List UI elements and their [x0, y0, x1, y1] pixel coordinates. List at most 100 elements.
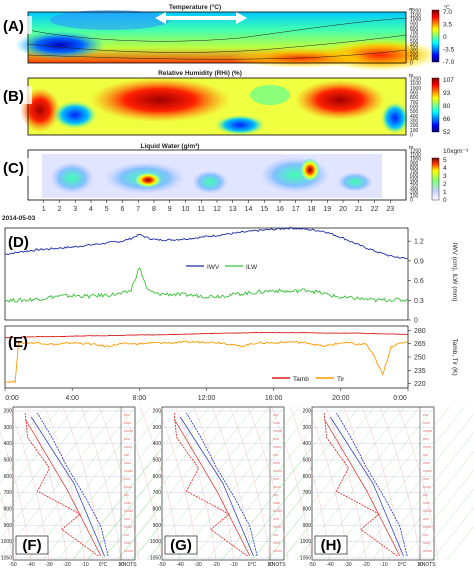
- colorbar-tick-label: 80: [443, 103, 451, 110]
- panel-a-contour: [27, 49, 407, 60]
- panel-b-colorbar: [431, 77, 440, 133]
- y-tick-label: 1100: [410, 81, 421, 87]
- panel-c: Liquid Water (g/m³) 12001100100090080070…: [2, 143, 469, 222]
- skewt-panel-h: 200 300 400 500 600 700 800 900 1000 1050-50 -40 -3…: [221, 406, 474, 568]
- y-tick-label: 700: [410, 30, 419, 36]
- legend-label-tir: Tir: [337, 376, 345, 383]
- isotherm: [176, 406, 300, 561]
- pressure-tick-label: 200: [4, 409, 13, 415]
- x-tick-label: 0:00: [5, 395, 19, 402]
- y-tick-label: 900: [410, 22, 419, 28]
- panel-b-dry-region-3: [381, 102, 409, 134]
- isotherm: [71, 406, 195, 561]
- temperature-tick-label: 0°C: [248, 562, 257, 568]
- dewpoint-profile-2: [323, 418, 401, 557]
- panel-c-cloud-3: [192, 170, 228, 194]
- dry-adiabat: [379, 406, 421, 561]
- dry-adiabat: [98, 406, 140, 561]
- x-tick-label: 23: [386, 206, 394, 213]
- temperature-tick-label: -20: [362, 562, 369, 568]
- skewt-label-box: [164, 535, 198, 555]
- panel-a-label: (A): [3, 18, 24, 35]
- y-tick-label: 900: [410, 91, 419, 97]
- x-tick-label: 4: [89, 206, 93, 213]
- panel-c-liquid-core-2: [300, 158, 320, 182]
- isotherm: [42, 406, 166, 561]
- series-line-ilw: [4, 266, 409, 303]
- panel-e-ylabel: Tamb, Tir (K): [451, 338, 458, 375]
- y-tick-label: 100: [410, 193, 419, 199]
- panel-b-dry-region-2: [215, 115, 265, 135]
- y-tick-label: 1200: [410, 149, 421, 155]
- pressure-tick-label: 1050: [300, 556, 311, 562]
- isotherm: [191, 406, 315, 561]
- y-tick-label: 280: [414, 328, 426, 335]
- pressure-tick-label: 1050: [150, 556, 161, 562]
- pressure-tick-label: 1000: [1, 539, 12, 545]
- panel-a: Temperature (°C) 12001100100090080070060…: [2, 3, 455, 71]
- legend-label-ilw: ILW: [246, 264, 258, 271]
- pressure-tick-label: 1050: [1, 556, 12, 562]
- x-tick-label: 16:00: [265, 395, 283, 402]
- dry-adiabat: [80, 406, 122, 561]
- legend-label-iwv: IWV: [207, 264, 220, 271]
- x-tick-label: 9: [168, 206, 172, 213]
- y-tick-label: 220: [414, 381, 426, 388]
- y-tick-label: 600: [410, 173, 419, 179]
- temperature-tick-label: -30: [194, 562, 201, 568]
- colorbar-tick-label: 4: [443, 165, 447, 172]
- panel-a-y-unit: m: [409, 7, 413, 13]
- x-tick-label: 17: [292, 206, 300, 213]
- panel-e-yticks: 280 265 250 235 220: [408, 328, 426, 388]
- pressure-tick-label: 200: [153, 409, 162, 415]
- isotherm: [86, 406, 210, 561]
- y-tick-label: 300: [410, 185, 419, 191]
- panel-b-saturated-region-2: [295, 80, 385, 120]
- y-tick-label: 100: [410, 128, 419, 134]
- y-tick-label: 400: [410, 181, 419, 187]
- y-tick-label: 300: [410, 119, 419, 125]
- panel-e-legend: Tamb Tir: [272, 376, 345, 383]
- x-tick-label: 16: [276, 206, 284, 213]
- temperature-tick-label: -40: [326, 562, 333, 568]
- pressure-tick-label: 700: [153, 490, 162, 496]
- y-tick-label: 0: [414, 318, 418, 325]
- isotherm: [57, 406, 181, 561]
- skewt-label: (F): [22, 537, 41, 554]
- x-tick-label: 1: [42, 206, 46, 213]
- dry-adiabat: [229, 406, 271, 561]
- panel-a-frame: [27, 11, 407, 64]
- panel-c-title: Liquid Water (g/m³): [141, 143, 200, 150]
- pressure-tick-label: 300: [4, 425, 13, 431]
- panel-b: Relative Humidity (RHi) (%) 120011001000…: [2, 70, 454, 139]
- pressure-tick-label: 200: [303, 409, 312, 415]
- colorbar-tick-label: -7.0: [443, 59, 455, 66]
- x-tick-label: 3: [73, 206, 77, 213]
- x-tick-label: 20: [339, 206, 347, 213]
- pressure-tick-label: 1000: [150, 539, 161, 545]
- pressure-tick-label: 900: [303, 523, 312, 529]
- pressure-tick-label: 700: [303, 490, 312, 496]
- pressure-tick-label: 600: [4, 474, 13, 480]
- panel-d-yticks: 1.2 0.9 0.6 0.3 0: [408, 239, 424, 325]
- y-tick-label: 1000: [410, 157, 421, 163]
- isotherm: [431, 507, 474, 561]
- panel-d-label: (D): [8, 234, 29, 251]
- isotherm: [236, 406, 360, 561]
- dry-adiabat: [211, 406, 253, 561]
- temperature-tick-label: -20: [63, 562, 70, 568]
- colorbar-tick-label: 66: [443, 116, 451, 123]
- panel-b-dry-region: [53, 101, 97, 129]
- pressure-tick-label: 900: [153, 523, 162, 529]
- y-tick-label: 1100: [410, 13, 421, 19]
- series-line-tir: [4, 340, 409, 384]
- y-tick-label: 1100: [410, 153, 421, 159]
- x-tick-label: 0:00: [393, 395, 407, 402]
- dry-adiabat: [62, 406, 104, 561]
